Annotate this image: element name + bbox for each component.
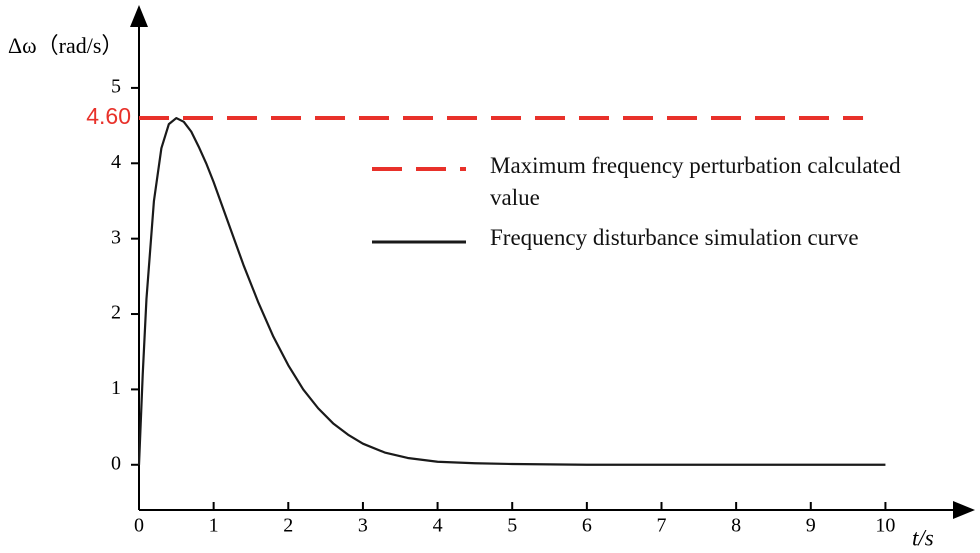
- y-axis-arrow: [130, 5, 148, 27]
- x-tick-label: 0: [134, 515, 144, 537]
- reference-value-label: 4.60: [86, 103, 131, 129]
- x-tick-label: 4: [433, 515, 443, 537]
- x-tick-label: 10: [875, 515, 895, 537]
- x-axis-label: t/s: [912, 525, 934, 550]
- x-tick-label: 1: [209, 515, 219, 537]
- y-axis-label: Δω（rad/s）: [8, 33, 123, 58]
- y-tick-label: 1: [111, 377, 121, 399]
- y-tick-label: 4: [111, 151, 121, 173]
- x-tick-label: 8: [731, 515, 741, 537]
- line-series: [137, 116, 886, 466]
- x-tick-label: 6: [582, 515, 592, 537]
- x-axis-arrow: [953, 501, 975, 519]
- y-tick-label: 5: [111, 76, 121, 98]
- y-tick-label: 0: [111, 452, 121, 474]
- y-tick-label: 2: [111, 302, 121, 324]
- x-tick-label: 5: [507, 515, 517, 537]
- x-tick-label: 9: [806, 515, 816, 537]
- x-tick-label: 7: [657, 515, 667, 537]
- x-tick-label: 2: [283, 515, 293, 537]
- legend-label: Frequency disturbance simulation curve: [490, 225, 859, 250]
- x-tick-label: 3: [358, 515, 368, 537]
- legend-label: Maximum frequency perturbation calculate…: [490, 153, 901, 210]
- y-tick-label: 3: [111, 226, 121, 248]
